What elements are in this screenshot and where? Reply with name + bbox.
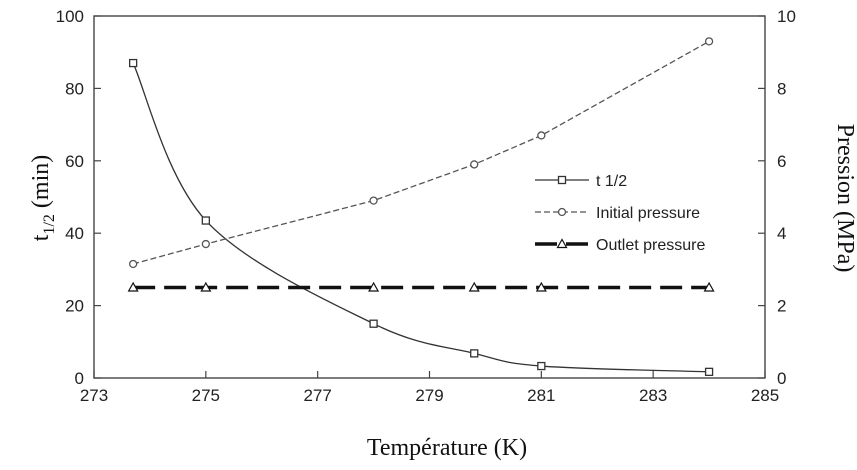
x-tick-label: 281 — [527, 386, 555, 405]
series-2-point — [537, 131, 546, 140]
series-3-point — [468, 281, 480, 292]
y-tick-label: 40 — [65, 224, 84, 243]
legend-marker — [556, 238, 568, 249]
y-axis-title-subscript: 1/2 — [41, 214, 58, 234]
series-3-point — [127, 281, 139, 292]
series-1-point — [704, 367, 714, 376]
series-3-point — [535, 281, 547, 292]
y-tick-label: 60 — [65, 152, 84, 171]
legend-label: t 1/2 — [596, 173, 627, 190]
series-2-point — [470, 160, 479, 169]
series-line-1 — [132, 62, 710, 373]
series-3-point — [703, 281, 715, 292]
series-1-point — [128, 58, 138, 68]
x-tick-label: 277 — [303, 386, 331, 405]
series-2-point — [128, 259, 138, 269]
x-tick-label: 279 — [415, 386, 443, 405]
legend-label: Initial pressure — [596, 205, 700, 222]
series-1-point — [369, 319, 378, 328]
y-tick-label: 100 — [56, 7, 84, 26]
y2-tick-label: 6 — [777, 152, 786, 171]
x-tick-label: 285 — [751, 386, 779, 405]
plot-frame — [93, 15, 766, 379]
y-axis-title: t1/2 (min) — [28, 155, 58, 241]
series-2-point — [201, 239, 210, 249]
y2-tick-label: 4 — [777, 224, 786, 243]
y-axis-title-unit: (min) — [28, 155, 54, 214]
y-tick-label: 20 — [65, 297, 84, 316]
legend-marker — [557, 175, 567, 185]
markers-group — [127, 37, 715, 376]
legend-marker — [557, 207, 567, 217]
series-3-point — [200, 281, 212, 292]
x-axis-title: Température (K) — [367, 435, 527, 461]
x-tick-label: 273 — [80, 386, 108, 405]
legend: t 1/2 Initial pressure Outlet pressure — [535, 173, 705, 254]
y2-tick-label: 8 — [777, 79, 786, 98]
y-tick-label: 0 — [75, 369, 84, 388]
y2-axis-title: Pression (MPa) — [832, 124, 857, 273]
x-tick-label: 283 — [639, 386, 667, 405]
series-lines-group — [132, 40, 710, 373]
series-2-point — [704, 37, 714, 46]
y-axis-title-main: t — [28, 234, 54, 241]
series-2-point — [369, 196, 378, 205]
y2-tick-label: 2 — [777, 297, 786, 316]
series-1-point — [537, 361, 546, 371]
legend-label: Outlet pressure — [596, 237, 705, 254]
series-3-point — [368, 281, 380, 292]
series-line-2 — [132, 40, 710, 265]
series-1-point — [201, 216, 210, 225]
x-tick-label: 275 — [192, 386, 220, 405]
axes-group — [93, 15, 766, 379]
y2-tick-label: 0 — [777, 369, 786, 388]
y-tick-label: 80 — [65, 79, 84, 98]
series-1-point — [470, 349, 479, 358]
y2-tick-label: 10 — [777, 7, 796, 26]
